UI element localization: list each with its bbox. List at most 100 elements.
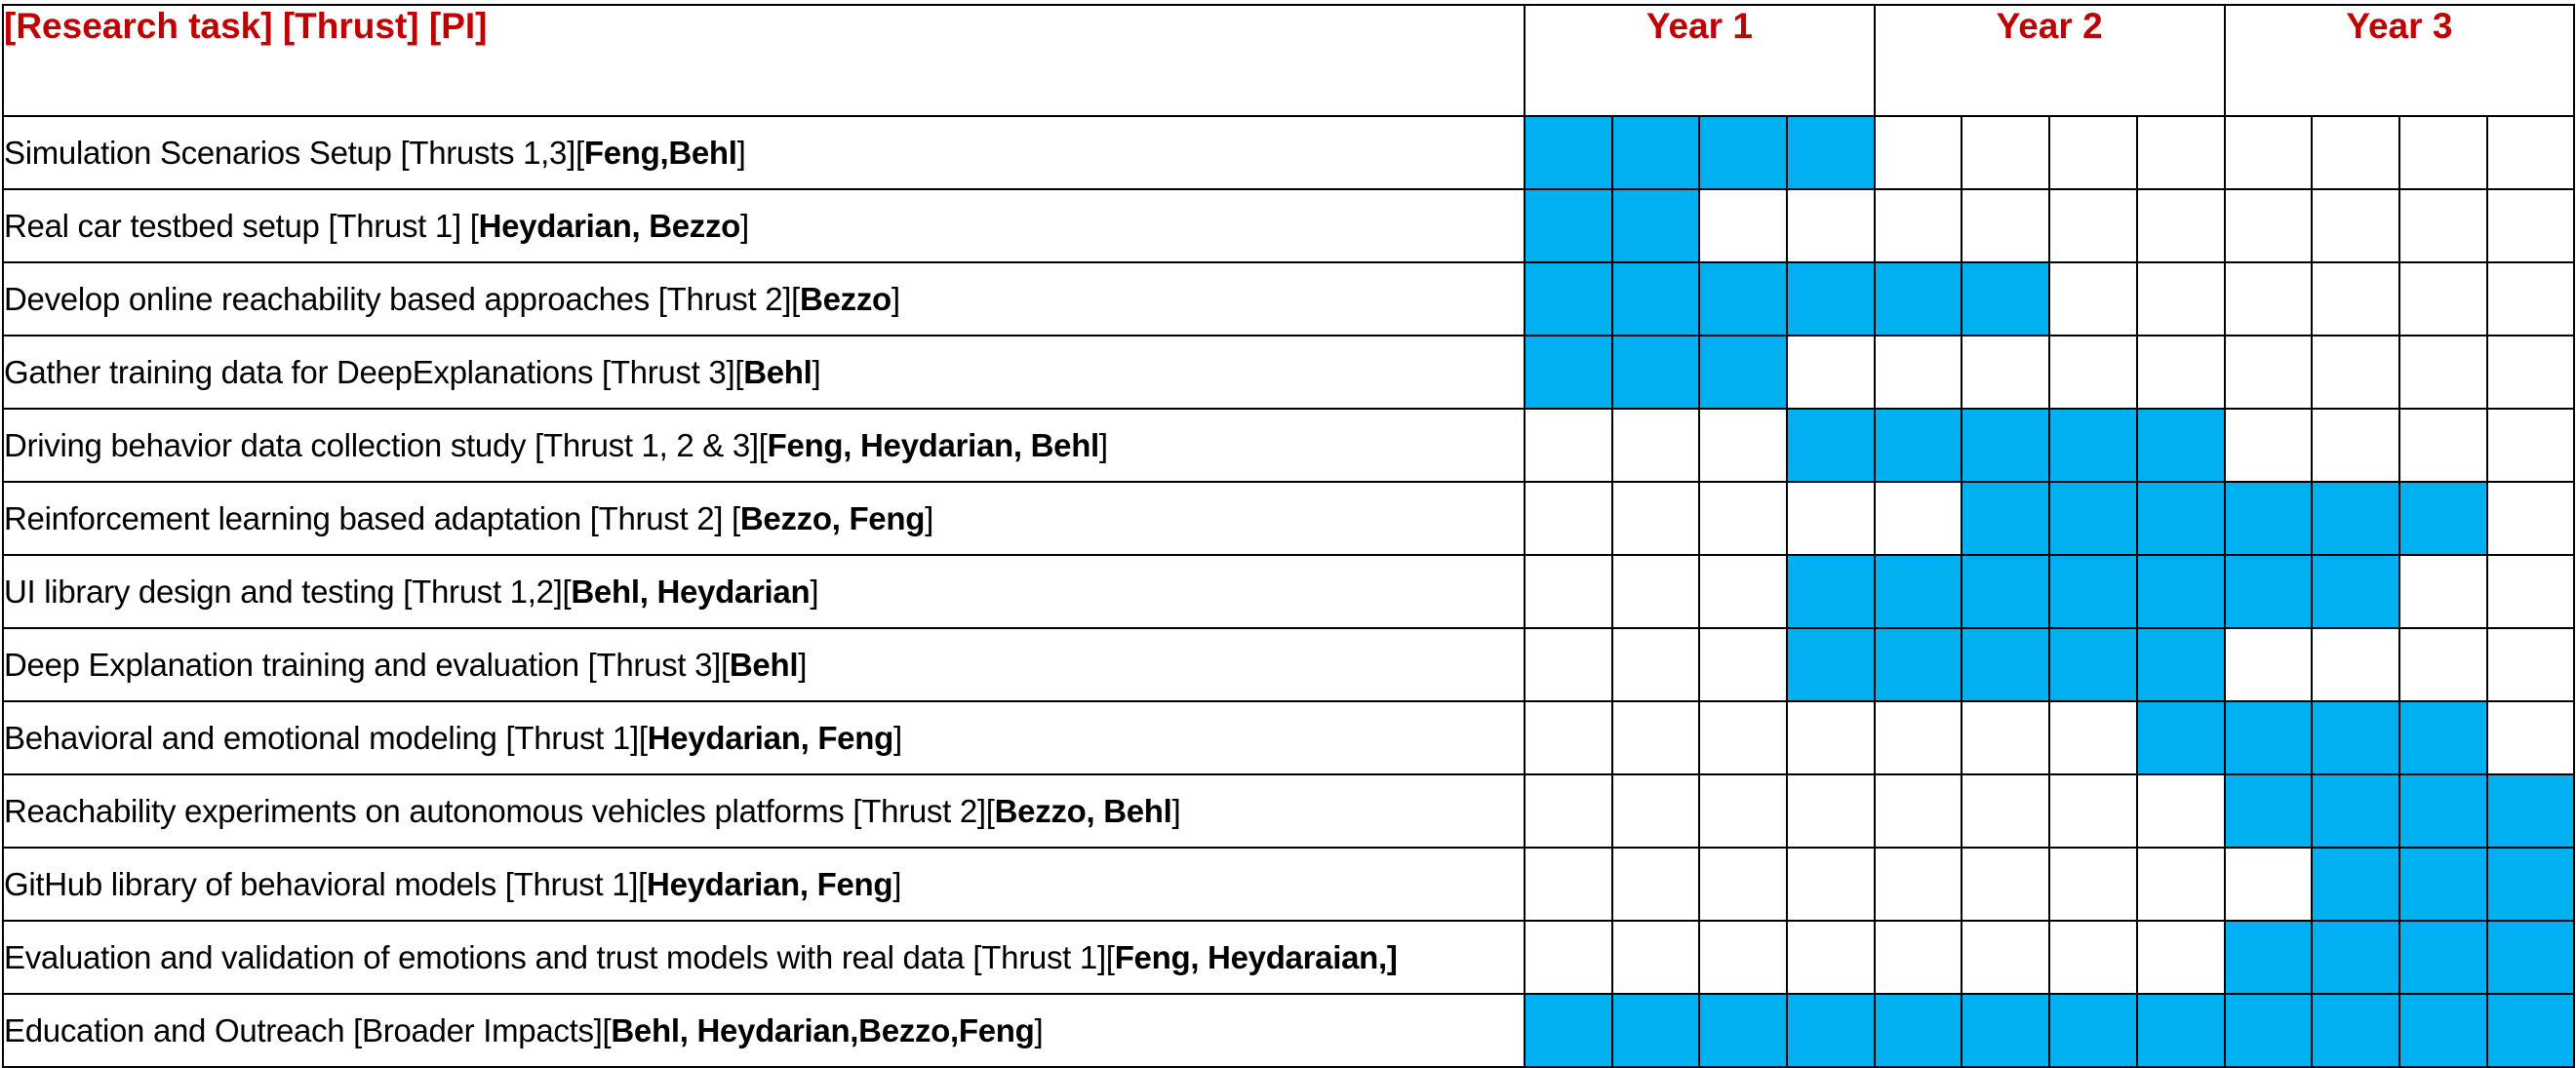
- quarter-cell: [2485, 408, 2576, 483]
- quarter-cell: [1698, 627, 1789, 702]
- task-row: Evaluation and validation of emotions an…: [2, 920, 2576, 995]
- quarter-cell: [2485, 627, 2576, 702]
- quarter-cell: [2223, 847, 2314, 922]
- quarter-cell: [1786, 847, 1876, 922]
- quarter-cell-active: [1873, 993, 1963, 1068]
- task-pi: Bezzo, Feng: [739, 499, 926, 536]
- quarter-cell: [2311, 627, 2400, 702]
- quarter-cell-active: [2398, 481, 2488, 556]
- quarter-cell: [1698, 188, 1789, 263]
- quarter-cell: [2048, 773, 2138, 849]
- quarter-cell-active: [2485, 773, 2576, 849]
- quarter-cell: [1698, 773, 1789, 849]
- quarter-cell: [2485, 188, 2576, 263]
- quarter-cell: [1961, 700, 2051, 775]
- task-suffix: ]: [1034, 1011, 1044, 1048]
- quarter-cell: [1698, 700, 1789, 775]
- quarter-cell: [2223, 261, 2314, 336]
- task-label: Real car testbed setup [Thrust 1] [Heyda…: [2, 188, 1526, 263]
- quarter-cell-active: [2398, 773, 2488, 849]
- quarter-cell-active: [2311, 700, 2400, 775]
- task-label: Gather training data for DeepExplanation…: [2, 335, 1526, 410]
- task-row: Develop online reachability based approa…: [2, 261, 2576, 336]
- quarter-cell: [1873, 700, 1963, 775]
- quarter-cell-active: [2311, 773, 2400, 849]
- task-suffix: ]: [1098, 426, 1108, 463]
- quarter-cell-active: [1873, 408, 1963, 483]
- task-suffix: ]: [891, 280, 900, 317]
- task-label: Deep Explanation training and evaluation…: [2, 627, 1526, 702]
- quarter-cell: [2311, 115, 2400, 190]
- quarter-cell-active: [2398, 847, 2488, 922]
- quarter-cell: [2223, 115, 2314, 190]
- task-label: Behavioral and emotional modeling [Thrus…: [2, 700, 1526, 775]
- task-label: UI library design and testing [Thrust 1,…: [2, 554, 1526, 629]
- task-label: Reachability experiments on autonomous v…: [2, 773, 1526, 849]
- task-title: Gather training data for DeepExplanation…: [4, 353, 744, 390]
- quarter-cell: [2485, 481, 2576, 556]
- quarter-cell: [2485, 700, 2576, 775]
- quarter-cell: [1698, 481, 1789, 556]
- task-title: Behavioral and emotional modeling [Thrus…: [4, 719, 648, 756]
- quarter-cell-active: [2048, 627, 2138, 702]
- task-row: Behavioral and emotional modeling [Thrus…: [2, 700, 2576, 775]
- task-suffix: ]: [798, 646, 808, 683]
- quarter-cell: [1873, 335, 1963, 410]
- quarter-cell: [1610, 481, 1701, 556]
- task-title: GitHub library of behavioral models [Thr…: [4, 865, 648, 902]
- quarter-cell: [2048, 847, 2138, 922]
- quarter-cell: [2048, 261, 2138, 336]
- quarter-cell: [2398, 188, 2488, 263]
- quarter-cell: [2135, 847, 2226, 922]
- quarter-cell: [2223, 335, 2314, 410]
- task-title: Education and Outreach [Broader Impacts]…: [4, 1011, 612, 1048]
- quarter-cell: [2048, 920, 2138, 995]
- quarter-cell: [2048, 188, 2138, 263]
- quarter-cell: [1786, 335, 1876, 410]
- task-column-header: [Research task] [Thrust] [PI]: [2, 4, 1526, 117]
- quarter-cell: [1961, 115, 2051, 190]
- quarter-cell-active: [1786, 261, 1876, 336]
- quarter-cell-active: [1961, 408, 2051, 483]
- quarter-cell: [1786, 920, 1876, 995]
- task-title: Real car testbed setup [Thrust 1] [: [4, 207, 479, 244]
- task-title: Reinforcement learning based adaptation …: [4, 499, 740, 536]
- quarter-cell: [1873, 481, 1963, 556]
- task-row: Real car testbed setup [Thrust 1] [Heyda…: [2, 188, 2576, 263]
- task-row: Education and Outreach [Broader Impacts]…: [2, 993, 2576, 1068]
- quarter-cell-active: [2311, 993, 2400, 1068]
- task-row: Deep Explanation training and evaluation…: [2, 627, 2576, 702]
- quarter-cell: [2135, 773, 2226, 849]
- quarter-cell: [1961, 847, 2051, 922]
- task-suffix: ]: [740, 207, 749, 244]
- quarter-cell: [2135, 920, 2226, 995]
- quarter-cell-active: [1786, 993, 1876, 1068]
- quarter-cell: [1524, 408, 1613, 483]
- quarter-cell: [2398, 408, 2488, 483]
- quarter-cell-active: [1610, 115, 1701, 190]
- quarter-cell-active: [2223, 554, 2314, 629]
- task-title: Driving behavior data collection study […: [4, 426, 768, 463]
- quarter-cell-active: [1524, 335, 1613, 410]
- task-title: Evaluation and validation of emotions an…: [4, 938, 1115, 975]
- quarter-cell-active: [1873, 554, 1963, 629]
- quarter-cell: [1961, 920, 2051, 995]
- quarter-cell: [1610, 554, 1701, 629]
- quarter-cell: [2311, 408, 2400, 483]
- quarter-cell-active: [1698, 261, 1789, 336]
- quarter-cell: [1961, 188, 2051, 263]
- task-suffix: ]: [892, 719, 902, 756]
- task-pi: Behl: [743, 353, 812, 390]
- quarter-cell: [2135, 188, 2226, 263]
- quarter-cell-active: [2223, 920, 2314, 995]
- quarter-cell-active: [2223, 700, 2314, 775]
- quarter-cell-active: [2223, 993, 2314, 1068]
- task-suffix: ]: [736, 134, 746, 171]
- quarter-cell: [1524, 627, 1613, 702]
- quarter-cell-active: [2048, 993, 2138, 1068]
- quarter-cell-active: [1698, 993, 1789, 1068]
- quarter-cell: [2485, 554, 2576, 629]
- task-suffix: ]: [925, 499, 933, 536]
- quarter-cell: [2135, 115, 2226, 190]
- task-row: Reachability experiments on autonomous v…: [2, 773, 2576, 849]
